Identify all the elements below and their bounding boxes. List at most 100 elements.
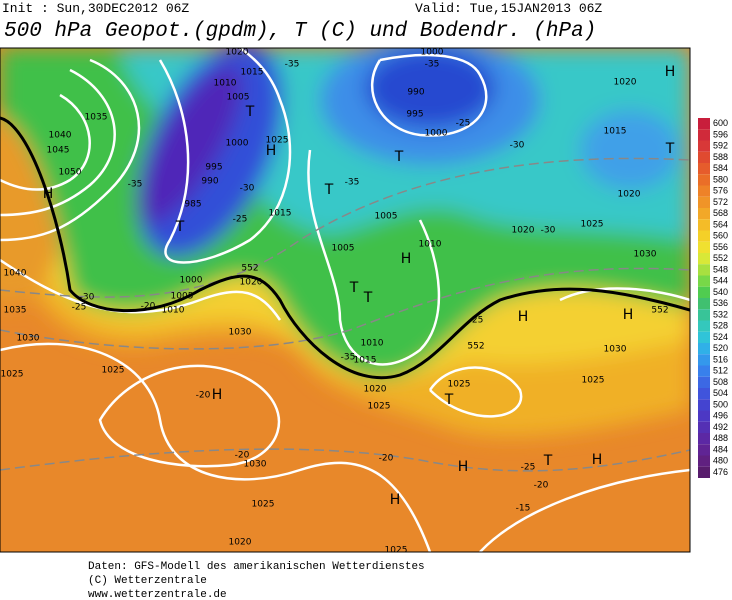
colorbar-label: 536 — [713, 298, 728, 308]
contour-label: 1030 — [604, 345, 627, 355]
color-swatch — [698, 129, 710, 141]
contour-label: -25 — [469, 316, 484, 326]
contour-label: 1050 — [59, 168, 82, 178]
color-swatch — [698, 151, 710, 163]
contour-label: 1015 — [269, 209, 292, 219]
pressure-center: H — [458, 459, 469, 475]
colorbar-label: 528 — [713, 321, 728, 331]
contour-label: 1030 — [17, 334, 40, 344]
pressure-center: H — [665, 64, 676, 80]
color-swatch — [698, 466, 710, 478]
colorbar-label: 568 — [713, 208, 728, 218]
colorbar-label: 596 — [713, 129, 728, 139]
color-swatch — [698, 241, 710, 253]
color-swatch — [698, 376, 710, 388]
contour-label: 1030 — [244, 460, 267, 470]
color-swatch — [698, 185, 710, 197]
colorbar-label: 496 — [713, 411, 728, 421]
contour-label: 1005 — [171, 292, 194, 302]
contour-label: 1020 — [229, 538, 252, 548]
map-frame — [0, 47, 691, 553]
color-swatch — [698, 196, 710, 208]
color-swatch — [698, 118, 710, 130]
init-time: Init : Sun,30DEC2012 06Z — [2, 1, 189, 16]
pressure-center: H — [390, 492, 401, 508]
contour-label: 1020 — [364, 385, 387, 395]
colorbar-label: 476 — [713, 467, 728, 477]
colorbar-label: 500 — [713, 399, 728, 409]
contour-label: -35 — [345, 178, 360, 188]
contour-label: 552 — [241, 264, 258, 274]
contour-label: 1025 — [448, 380, 471, 390]
contour-label: 1020 — [618, 190, 641, 200]
contour-label: 1035 — [4, 306, 27, 316]
isobars — [0, 48, 690, 552]
pressure-center: H — [592, 452, 603, 468]
contour-label: -30 — [510, 141, 525, 151]
contour-label: -25 — [456, 119, 471, 129]
contour-label: 1025 — [581, 220, 604, 230]
pressure-center: T — [363, 290, 373, 306]
contour-label: -30 — [541, 226, 556, 236]
contour-label: -35 — [128, 180, 143, 190]
contour-label: -20 — [141, 302, 156, 312]
pressure-center: H — [212, 387, 223, 403]
colorbar-label: 576 — [713, 186, 728, 196]
contour-label: 1040 — [4, 269, 27, 279]
contour-label: 1000 — [226, 139, 249, 149]
map-title: 500 hPa Geopot.(gpdm), T (C) und Bodendr… — [4, 20, 596, 43]
colorbar-label: 592 — [713, 141, 728, 151]
pressure-center: H — [401, 251, 412, 267]
contour-label: 1005 — [375, 212, 398, 222]
colorbar-label: 600 — [713, 118, 728, 128]
contour-label: 1000 — [180, 276, 203, 286]
pressure-center: T — [175, 219, 185, 235]
contour-label: 552 — [651, 306, 668, 316]
contour-label: 995 — [205, 163, 222, 173]
colorbar-label: 548 — [713, 264, 728, 274]
colorbar-label: 532 — [713, 309, 728, 319]
contour-label: 1010 — [214, 79, 237, 89]
contour-label: 1030 — [634, 250, 657, 260]
pressure-center: H — [518, 309, 529, 325]
contour-label: 1000 — [421, 48, 444, 58]
contour-label: 990 — [407, 88, 424, 98]
contour-label: -25 — [521, 463, 536, 473]
colorbar-label: 552 — [713, 253, 728, 263]
contour-label: -20 — [534, 481, 549, 491]
contour-label: 1035 — [85, 113, 108, 123]
color-swatch — [698, 275, 710, 287]
colorbar-label: 588 — [713, 152, 728, 162]
contour-label: 1010 — [162, 306, 185, 316]
color-swatch — [698, 320, 710, 332]
contour-label: 1025 — [266, 136, 289, 146]
contour-label: 1015 — [241, 68, 264, 78]
color-swatch — [698, 343, 710, 355]
colorbar-label: 480 — [713, 456, 728, 466]
color-swatch — [698, 174, 710, 186]
contour-label: 1020 — [240, 278, 263, 288]
contour-label: -15 — [516, 504, 531, 514]
pressure-center: T — [665, 141, 675, 157]
pressure-center: H — [623, 307, 634, 323]
valid-time: Valid: Tue,15JAN2013 06Z — [415, 1, 602, 16]
color-swatch — [698, 365, 710, 377]
colorbar-label: 492 — [713, 422, 728, 432]
contour-label: -20 — [379, 454, 394, 464]
contour-label: 1045 — [47, 146, 70, 156]
color-swatch — [698, 163, 710, 175]
contour-label: 1020 — [226, 48, 249, 58]
contour-label: 1000 — [425, 129, 448, 139]
contour-label: 1025 — [252, 500, 275, 510]
contour-label: -25 — [233, 215, 248, 225]
contour-label: -30 — [240, 184, 255, 194]
map-labels: 1020-351015101010051000TH1025995990985T-… — [1, 48, 676, 552]
pressure-center: T — [543, 453, 553, 469]
contour-label: -30 — [80, 293, 95, 303]
color-swatch — [698, 264, 710, 276]
colorbar-label: 520 — [713, 343, 728, 353]
contour-label: 1020 — [614, 78, 637, 88]
contour-label: 1030 — [229, 328, 252, 338]
colorbar-label: 516 — [713, 354, 728, 364]
color-swatch — [698, 433, 710, 445]
